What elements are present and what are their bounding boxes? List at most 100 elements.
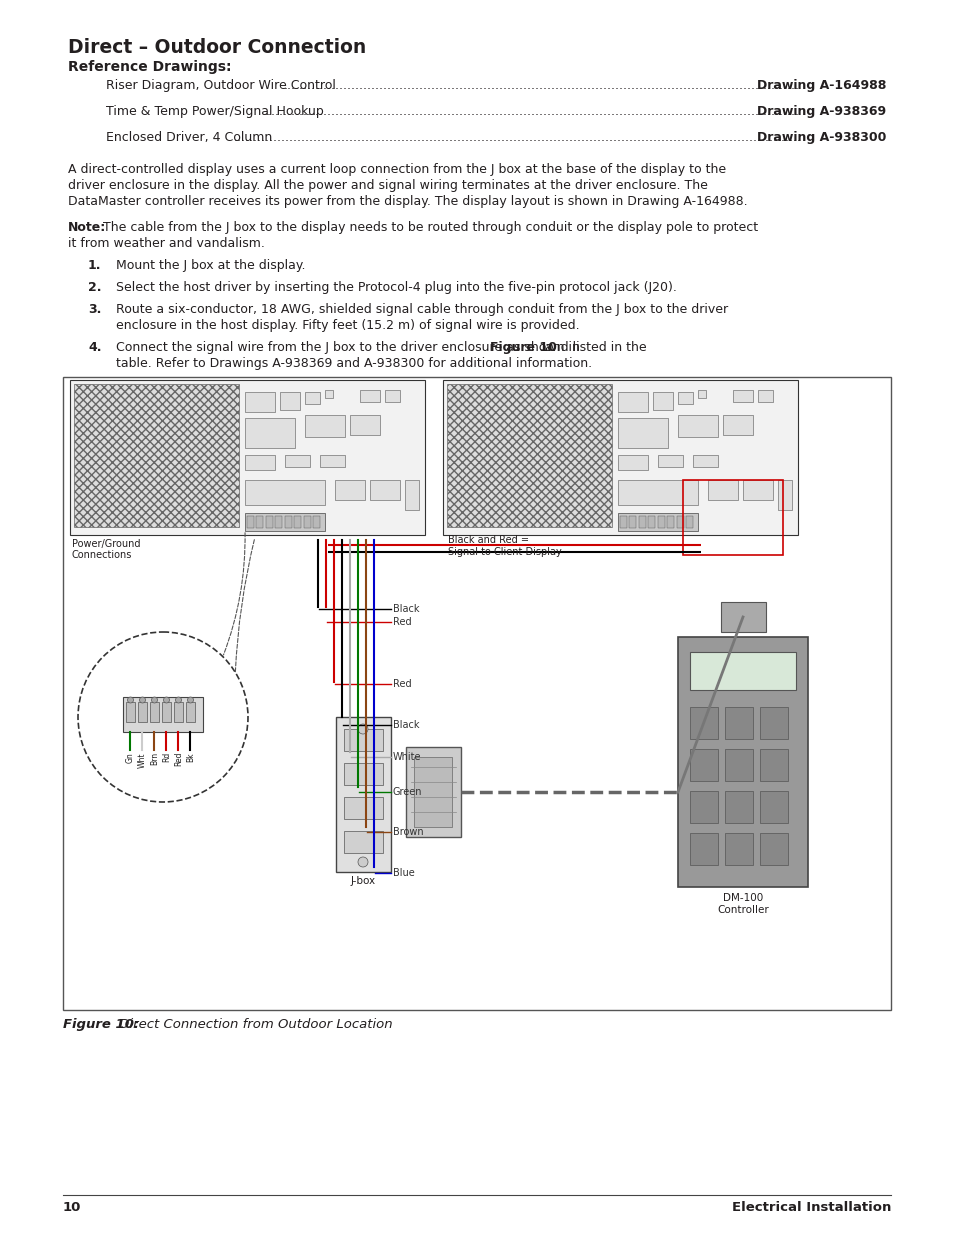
Bar	[707, 480, 738, 500]
Bar	[652, 391, 672, 410]
Bar	[724, 748, 752, 781]
Bar	[245, 391, 274, 412]
Bar	[305, 415, 345, 437]
Text: Power/Ground: Power/Ground	[71, 538, 140, 550]
Bar	[689, 748, 718, 781]
Text: table. Refer to Drawings A-938369 and A-938300 for additional information.: table. Refer to Drawings A-938369 and A-…	[116, 357, 592, 370]
Bar	[689, 790, 718, 823]
Bar	[266, 516, 273, 529]
Bar	[294, 516, 301, 529]
Bar	[689, 652, 795, 690]
Text: Wht: Wht	[138, 752, 147, 767]
Bar	[689, 706, 718, 739]
Text: Figure 10: Figure 10	[489, 341, 556, 354]
Text: Rd: Rd	[162, 752, 171, 762]
Text: Red: Red	[393, 618, 411, 627]
Bar	[256, 516, 263, 529]
Text: Figure 10:: Figure 10:	[63, 1018, 139, 1031]
Bar	[126, 701, 135, 722]
Text: Brown: Brown	[393, 827, 423, 837]
Bar	[385, 390, 399, 403]
Text: Brn: Brn	[150, 752, 159, 766]
Bar	[442, 380, 797, 535]
Bar	[698, 390, 705, 398]
Bar	[686, 516, 693, 529]
Bar	[70, 380, 424, 535]
Bar	[344, 729, 382, 751]
Bar	[63, 377, 890, 1010]
Text: DM-100: DM-100	[722, 893, 762, 903]
Text: J-box: J-box	[350, 876, 375, 885]
Bar	[275, 516, 282, 529]
Text: 2.: 2.	[88, 282, 101, 294]
Bar	[639, 516, 645, 529]
Bar	[285, 516, 292, 529]
Text: 1.: 1.	[88, 259, 101, 272]
Bar	[618, 513, 698, 531]
Bar	[285, 454, 310, 467]
Circle shape	[175, 697, 181, 703]
Text: Note:: Note:	[68, 221, 106, 233]
Bar	[335, 718, 391, 872]
Text: Red: Red	[173, 752, 183, 767]
Bar	[720, 601, 765, 632]
Text: ................................................................................: ........................................…	[233, 131, 801, 144]
Text: Enclosed Driver, 4 Column: Enclosed Driver, 4 Column	[106, 131, 272, 144]
Bar	[335, 480, 365, 500]
Bar	[405, 480, 418, 510]
Bar	[742, 480, 772, 500]
Text: Mount the J box at the display.: Mount the J box at the display.	[116, 259, 305, 272]
Circle shape	[357, 857, 368, 867]
Bar	[618, 480, 698, 505]
Bar	[677, 516, 683, 529]
Bar	[245, 513, 325, 531]
Bar	[325, 390, 333, 398]
Text: Red: Red	[393, 679, 411, 689]
Bar	[245, 454, 274, 471]
Text: Drawing A-938300: Drawing A-938300	[756, 131, 885, 144]
Text: Connect the signal wire from the J box to the driver enclosure as shown in: Connect the signal wire from the J box t…	[116, 341, 583, 354]
Bar	[359, 390, 379, 403]
Bar	[658, 454, 682, 467]
Bar	[618, 417, 667, 448]
Bar	[629, 516, 636, 529]
Text: The cable from the J box to the display needs to be routed through conduit or th: The cable from the J box to the display …	[99, 221, 758, 233]
Text: enclosure in the host display. Fifty feet (15.2 m) of signal wire is provided.: enclosure in the host display. Fifty fee…	[116, 319, 579, 332]
Circle shape	[128, 697, 133, 703]
Text: 3.: 3.	[88, 303, 101, 316]
Circle shape	[357, 724, 368, 734]
Bar	[667, 516, 674, 529]
Bar	[370, 480, 399, 500]
Text: Route a six-conductor, 18 AWG, shielded signal cable through conduit from the J : Route a six-conductor, 18 AWG, shielded …	[116, 303, 727, 316]
Text: it from weather and vandalism.: it from weather and vandalism.	[68, 237, 265, 249]
Text: Reference Drawings:: Reference Drawings:	[68, 61, 232, 74]
Text: 10: 10	[63, 1200, 81, 1214]
Text: Controller: Controller	[717, 905, 768, 915]
Text: Bk: Bk	[186, 752, 194, 762]
Text: Riser Diagram, Outdoor Wire Control: Riser Diagram, Outdoor Wire Control	[106, 79, 335, 91]
Text: ................................................................................: ........................................…	[283, 79, 799, 91]
Text: Gn: Gn	[126, 752, 135, 763]
Text: 4.: 4.	[88, 341, 101, 354]
Text: Drawing A-938369: Drawing A-938369	[756, 105, 885, 119]
Text: Select the host driver by inserting the Protocol-4 plug into the five-pin protoc: Select the host driver by inserting the …	[116, 282, 677, 294]
Bar	[186, 701, 194, 722]
Bar	[245, 480, 325, 505]
Bar	[724, 832, 752, 864]
Bar	[648, 516, 655, 529]
Bar	[658, 516, 664, 529]
Bar	[314, 516, 320, 529]
Bar	[123, 697, 203, 732]
Bar	[173, 701, 183, 722]
Bar	[162, 701, 171, 722]
Bar	[682, 480, 782, 555]
Text: A direct-controlled display uses a current loop connection from the J box at the: A direct-controlled display uses a curre…	[68, 163, 725, 177]
Bar	[414, 757, 452, 827]
Text: DataMaster controller receives its power from the display. The display layout is: DataMaster controller receives its power…	[68, 195, 747, 207]
Bar	[150, 701, 159, 722]
Bar	[618, 391, 647, 412]
Bar	[760, 748, 787, 781]
Bar	[447, 384, 612, 527]
Bar	[722, 415, 752, 435]
Bar	[406, 747, 460, 837]
